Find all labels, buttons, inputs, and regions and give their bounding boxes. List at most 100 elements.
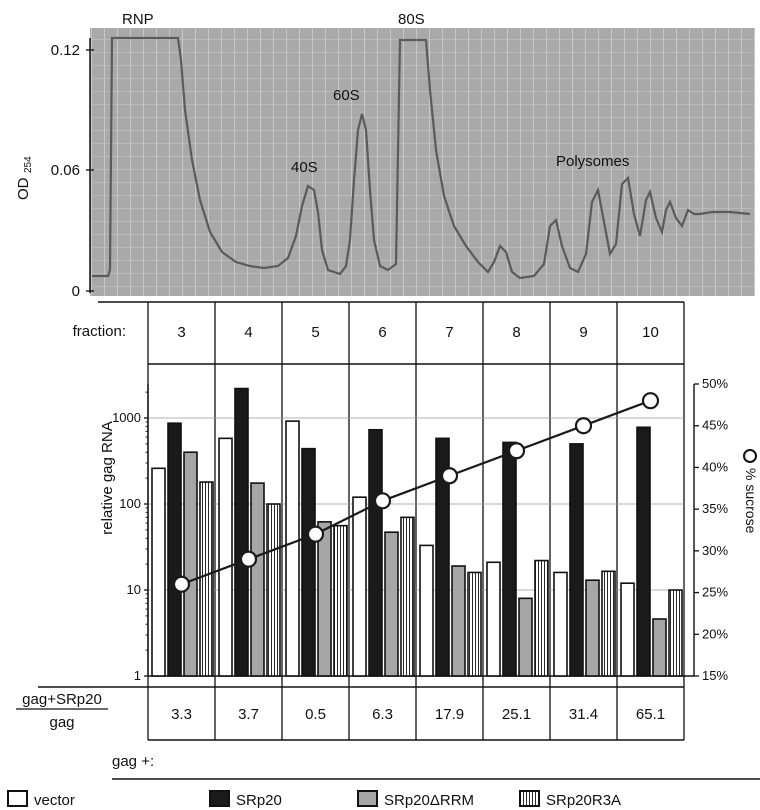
sucrose-point xyxy=(239,550,258,568)
bar-white xyxy=(486,561,501,677)
bar-black xyxy=(167,422,182,677)
right-y-tick-label: 30% xyxy=(702,543,728,558)
ratio-denominator: gag xyxy=(49,714,74,731)
right-y-tick-label: 40% xyxy=(702,459,728,474)
sucrose-point xyxy=(641,392,660,410)
bar-gray xyxy=(451,565,466,677)
sucrose-line-series xyxy=(172,392,660,593)
legend-swatch-striped xyxy=(519,790,540,807)
bar-striped xyxy=(668,589,683,677)
sucrose-point xyxy=(306,525,325,543)
bar-gray xyxy=(183,451,198,677)
sucrose-point xyxy=(373,492,392,510)
polysome-profile: 0.12 0.06 0 OD 254 RNP 80S 60S 40S Polys… xyxy=(15,11,755,300)
bar-white xyxy=(218,437,233,677)
sucrose-point xyxy=(574,417,593,435)
legend-title: gag +: xyxy=(112,753,154,770)
bar-white xyxy=(419,544,434,677)
fraction-label: 8 xyxy=(512,324,520,341)
legend-label: vector xyxy=(34,792,75,809)
peak-label-60s: 60S xyxy=(333,87,360,104)
fraction-label: 10 xyxy=(642,324,659,341)
ratio-numerator: gag+SRp20 xyxy=(22,691,102,708)
peak-label-polysomes: Polysomes xyxy=(556,153,629,170)
right-y-axis: 50% 45% 40% 35% 30% 25% 20% 15% xyxy=(693,376,728,683)
bar-striped xyxy=(333,524,348,677)
ratio-value: 3.7 xyxy=(238,706,259,723)
bar-white xyxy=(620,582,635,677)
left-y-axis-title: relative gag RNA xyxy=(99,421,116,534)
bar-striped xyxy=(534,559,549,677)
profile-y-axis-label: OD 254 xyxy=(15,156,34,200)
left-y-tick-label: 1000 xyxy=(112,410,141,425)
bar-gray xyxy=(585,579,600,677)
legend-swatch-gray xyxy=(357,790,378,807)
sucrose-key-marker xyxy=(743,449,757,463)
ratio-value: 17.9 xyxy=(435,706,464,723)
fraction-label: 3 xyxy=(177,324,185,341)
bar-black xyxy=(636,426,651,677)
bar-black xyxy=(435,437,450,677)
ratio-value: 31.4 xyxy=(569,706,598,723)
profile-y-tick-label: 0 xyxy=(72,283,80,300)
peak-label-80s: 80S xyxy=(398,11,425,28)
bar-black xyxy=(234,387,249,677)
bar-black xyxy=(502,441,517,677)
ratio-value: 0.5 xyxy=(305,706,326,723)
fraction-label: 9 xyxy=(579,324,587,341)
fraction-label: 5 xyxy=(311,324,319,341)
bar-white xyxy=(285,420,300,677)
fraction-row-label: fraction: xyxy=(73,323,126,340)
bar-striped xyxy=(467,571,482,677)
sucrose-line xyxy=(181,399,651,586)
profile-y-tick-label: 0.12 xyxy=(51,42,80,59)
ratio-value: 3.3 xyxy=(171,706,192,723)
profile-y-axis-title: OD xyxy=(15,177,32,200)
profile-y-tick-label: 0.06 xyxy=(51,162,80,179)
right-y-tick-label: 20% xyxy=(702,626,728,641)
bar-black xyxy=(569,443,584,677)
bar-series xyxy=(151,387,683,677)
fraction-label: 7 xyxy=(445,324,453,341)
left-y-tick-label: 100 xyxy=(119,496,141,511)
legend-label: SRp20ΔRRM xyxy=(384,792,474,809)
sucrose-point xyxy=(440,467,459,485)
bar-white xyxy=(352,496,367,677)
peak-label-rnp: RNP xyxy=(122,11,154,28)
right-y-tick-label: 25% xyxy=(702,585,728,600)
right-y-tick-label: 35% xyxy=(702,501,728,516)
left-y-tick-label: 1 xyxy=(134,668,141,683)
right-y-axis-title: % sucrose xyxy=(743,468,759,534)
bar-white xyxy=(553,571,568,677)
bar-striped xyxy=(601,570,616,677)
peak-label-40s: 40S xyxy=(291,159,318,176)
legend-swatch-white xyxy=(7,790,28,807)
legend: vector SRp20 SRp20ΔRRM SRp20R3A xyxy=(7,790,621,809)
bar-black xyxy=(368,428,383,677)
fraction-label: 6 xyxy=(378,324,386,341)
bar-gray xyxy=(384,531,399,677)
right-y-tick-label: 45% xyxy=(702,418,728,433)
right-y-tick-label: 50% xyxy=(702,376,728,391)
legend-label: SRp20 xyxy=(236,792,282,809)
right-y-tick-label: 15% xyxy=(702,668,728,683)
sucrose-point xyxy=(507,442,526,460)
profile-grid xyxy=(90,28,755,296)
bar-gray xyxy=(652,618,667,677)
left-y-tick-label: 10 xyxy=(127,582,141,597)
profile-trace xyxy=(92,36,751,280)
sucrose-point xyxy=(172,575,191,593)
bar-black xyxy=(301,447,316,677)
ratio-value: 65.1 xyxy=(636,706,665,723)
bar-striped xyxy=(400,516,415,677)
fraction-labels: 3 4 5 6 7 8 9 10 xyxy=(177,324,659,341)
bar-gray xyxy=(317,521,332,677)
ratio-values: 3.3 3.7 0.5 6.3 17.9 25.1 31.4 65.1 xyxy=(171,706,665,723)
legend-swatch-black xyxy=(209,790,230,807)
ratio-value: 25.1 xyxy=(502,706,531,723)
bar-striped xyxy=(199,481,214,677)
ratio-value: 6.3 xyxy=(372,706,393,723)
bar-gray xyxy=(518,597,533,677)
left-y-axis: 1000 100 10 1 xyxy=(112,384,149,683)
